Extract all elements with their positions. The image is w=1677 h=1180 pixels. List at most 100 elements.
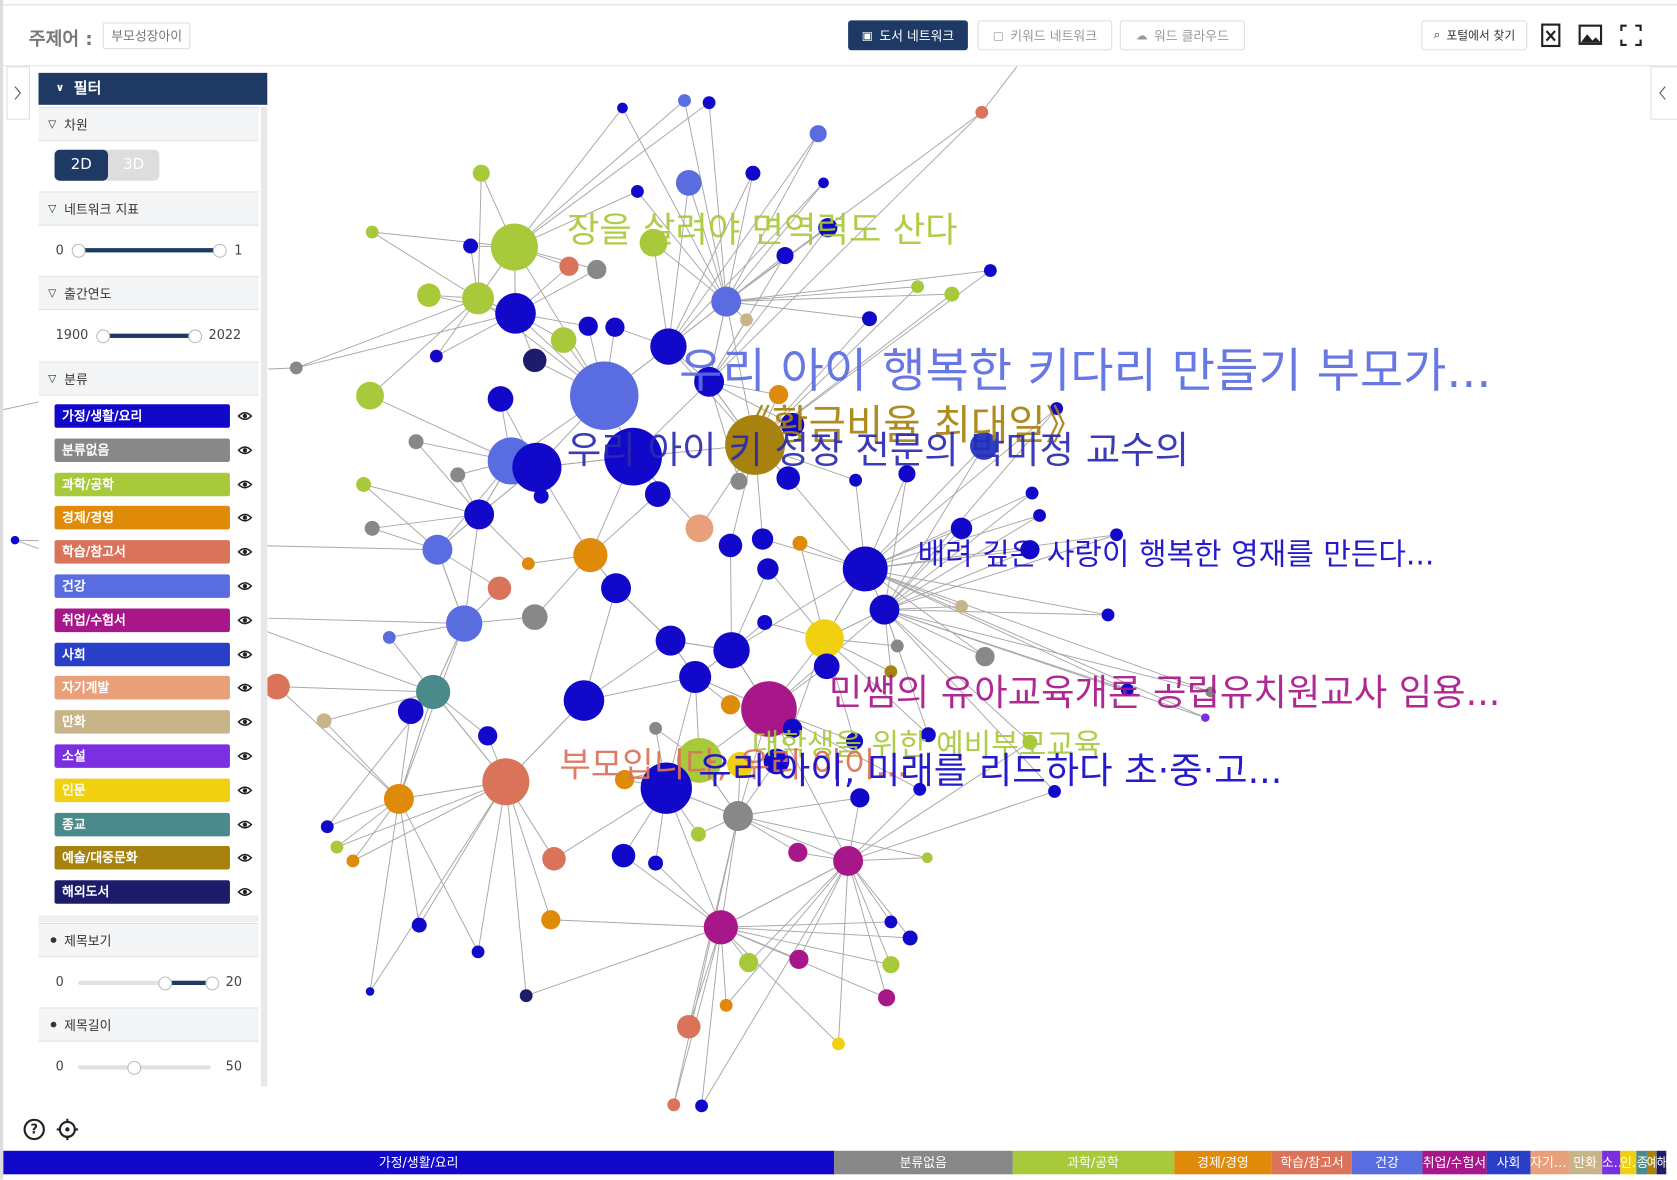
section-header: 분류 [38,361,259,396]
slider-knob[interactable] [127,1060,142,1075]
left-toggle[interactable] [6,66,30,120]
category-segment[interactable]: 경제/경영 [1173,1150,1273,1175]
category-chip[interactable]: 종교 [54,812,230,836]
visibility-toggle[interactable] [237,785,253,796]
edge [276,686,434,693]
tab-label: 워드 클라우드 [1153,28,1229,44]
category-chip[interactable]: 과학/공학 [54,472,230,496]
category-chip[interactable]: 가정/생활/요리 [54,404,230,428]
node [739,952,759,973]
visibility-toggle[interactable] [237,683,253,694]
category-chip[interactable]: 분류없음 [54,438,230,462]
option-3d[interactable]: 3D [123,156,145,174]
category-segment[interactable]: 자기계발 [1530,1150,1569,1175]
category-segment[interactable]: 인문 [1620,1150,1637,1175]
category-chip[interactable]: 건강 [54,574,230,598]
visibility-toggle[interactable] [237,717,253,728]
edge [363,484,438,551]
category-segment[interactable]: 해외도서 [1656,1150,1667,1175]
edge [838,860,849,1044]
visibility-toggle[interactable] [237,445,253,456]
category-chip[interactable]: 만화 [54,710,230,734]
category-segment[interactable]: 건강 [1351,1150,1422,1175]
slider-knob[interactable] [158,976,173,991]
visibility-toggle[interactable] [237,547,253,558]
fullscreen-button[interactable] [1617,21,1645,49]
node [911,280,925,294]
node [944,286,960,302]
filter-header[interactable]: ∨ 필터 [38,72,268,105]
tab-word-cloud[interactable]: ☁ 워드 클라우드 [1119,20,1245,51]
visibility-toggle[interactable] [237,615,253,626]
node [541,910,561,930]
node [722,801,753,832]
slider-knob[interactable] [205,976,220,991]
category-segment[interactable]: 만화 [1568,1150,1602,1175]
category-chip[interactable]: 자기계발 [54,676,230,700]
tab-book-network[interactable]: ▣ 도서 네트워크 [848,20,968,51]
category-segment[interactable]: 취업/수험서 [1421,1150,1487,1175]
category-chip[interactable]: 해외도서 [54,880,230,904]
category-chip[interactable]: 소설 [54,744,230,768]
node [676,737,722,783]
visibility-toggle[interactable] [237,479,253,490]
edge [477,173,482,299]
visibility-toggle[interactable] [237,751,253,762]
node [429,349,443,363]
edge [726,293,952,303]
visibility-toggle[interactable] [237,581,253,592]
right-toggle[interactable] [1650,66,1677,120]
edge [668,173,754,347]
visibility-toggle[interactable] [237,513,253,524]
category-segment[interactable]: 예술/대중문화 [1646,1150,1657,1175]
node [570,361,639,430]
node [1201,713,1210,722]
subject-tag[interactable]: 부모성장아이 [102,22,191,50]
category-chip[interactable]: 예술/대중문화 [54,846,230,870]
visibility-toggle[interactable] [237,411,253,422]
category-segment[interactable]: 종교 [1636,1150,1647,1175]
node [445,605,483,642]
category-chip[interactable]: 경제/경영 [54,506,230,530]
category-distribution-bar: 가정/생활/요리 분류없음 과학/공학 경제/경영 학습/참고서 건강 취업/수험서 사회 자기… [3,1150,1668,1175]
category-chip[interactable]: 인문 [54,778,230,802]
option-2d[interactable]: 2D [54,149,109,181]
category-segment[interactable]: 과학/공학 [1012,1150,1174,1175]
node-label: 배려 깊은 사랑이 행복한 영재를 만든다... [918,538,1435,573]
help-button[interactable] [23,1118,45,1141]
node [356,381,384,410]
visibility-toggle[interactable] [237,887,253,898]
category-segment[interactable]: 분류없음 [834,1150,1013,1175]
visibility-toggle[interactable] [237,819,253,830]
portal-search[interactable]: ⌕ 포털에서 찾기 [1421,20,1528,51]
edge [865,568,1128,691]
excel-button[interactable] [1537,21,1565,49]
node-label: 우리 아이 행복한 키다리 만들기 부모가... [679,344,1491,399]
category-segment[interactable]: 가정/생활/요리 [3,1150,835,1175]
slider-knob[interactable] [212,243,227,258]
node [559,256,579,276]
node [1205,686,1217,698]
category-chip[interactable]: 취업/수험서 [54,608,230,632]
edge [623,855,722,928]
node [397,698,424,725]
visibility-toggle[interactable] [237,649,253,660]
slider-knob[interactable] [96,329,111,344]
slider-knob[interactable] [71,243,86,258]
edge [726,301,870,320]
tab-keyword-network[interactable]: ▢ 키워드 네트워크 [977,20,1113,51]
category-segment[interactable]: 사회 [1486,1150,1531,1175]
category-segment[interactable]: 학습/참고서 [1272,1150,1352,1175]
category-chip[interactable]: 학습/참고서 [54,540,230,564]
node [472,164,490,182]
image-button[interactable] [1576,21,1604,49]
scrollbar[interactable] [260,106,268,1087]
visibility-toggle[interactable] [237,853,253,864]
edge [708,102,727,302]
slider-knob[interactable] [188,329,203,344]
node [703,910,738,945]
category-chip[interactable]: 사회 [54,642,230,666]
category-segment[interactable]: 소설 [1601,1150,1621,1175]
node [780,412,805,437]
